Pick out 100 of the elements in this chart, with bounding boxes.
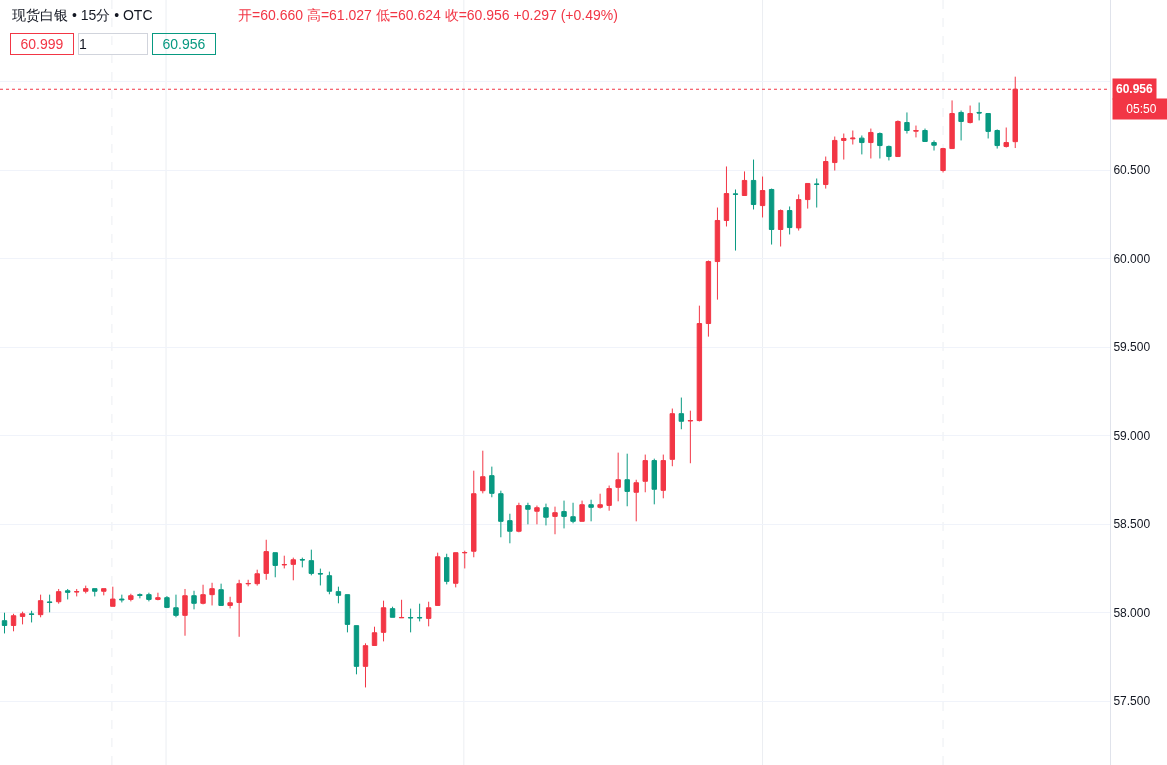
- candlestick: [498, 490, 504, 538]
- candlestick: [877, 131, 883, 159]
- candlestick: [209, 582, 215, 606]
- candlestick: [92, 588, 98, 597]
- candlestick: [525, 502, 531, 525]
- candlestick: [895, 119, 901, 158]
- candlestick: [227, 596, 233, 609]
- candlestick: [795, 193, 802, 232]
- candlestick: [155, 592, 161, 601]
- candlestick: [786, 205, 793, 235]
- candlestick: [687, 410, 694, 464]
- candlestick: [642, 454, 648, 493]
- candlestick: [985, 113, 991, 139]
- candlestick: [913, 125, 919, 138]
- candlestick: [850, 130, 856, 145]
- candlestick: [281, 555, 287, 569]
- candlestick: [434, 552, 441, 606]
- candlestick: [173, 594, 179, 618]
- candlestick: [940, 147, 946, 173]
- candlestick: [353, 625, 360, 675]
- candlestick: [10, 613, 17, 632]
- candlestick: [570, 502, 576, 524]
- candlestick: [750, 159, 757, 210]
- y-tick-label: 60.000: [1113, 251, 1151, 266]
- candlestick: [615, 452, 621, 502]
- candlestick: [146, 592, 152, 602]
- candlestick: [624, 453, 630, 507]
- candlestick: [245, 579, 251, 587]
- candlestick: [976, 102, 982, 121]
- candlestick: [669, 408, 676, 467]
- candlestick: [19, 611, 26, 625]
- candlestick: [362, 642, 369, 688]
- candlestick: [633, 479, 639, 522]
- candlestick: [55, 588, 62, 605]
- annotation: 60.956: [162, 36, 206, 52]
- candlestick: [299, 557, 306, 568]
- candlestick: [398, 599, 405, 619]
- candlestick: [741, 170, 748, 196]
- annotation: 60.999: [20, 36, 64, 52]
- candlestick: [597, 493, 603, 508]
- candlestick: [958, 110, 964, 141]
- candlestick: [110, 586, 116, 607]
- candlestick: [254, 569, 260, 587]
- candlestick: [380, 600, 387, 642]
- candlestick: [804, 182, 811, 210]
- text: 现货白银 • 15分 • OTC: [12, 7, 153, 23]
- candlestick: [534, 505, 540, 525]
- candlestick: [137, 592, 143, 599]
- candlestick: [814, 178, 820, 209]
- candlestick: [83, 585, 89, 594]
- candlestick: [841, 133, 847, 161]
- candlestick: [407, 608, 414, 633]
- candlestick: [290, 557, 296, 581]
- candlestick: [164, 595, 170, 609]
- candlestick: [552, 506, 558, 535]
- candlestick: [922, 128, 928, 142]
- candlestick: [832, 136, 838, 172]
- candlestick: [453, 552, 459, 588]
- candlestick: [46, 594, 53, 613]
- candlestick: [651, 458, 657, 505]
- candlestick: [317, 568, 324, 586]
- candlestick: [714, 207, 721, 301]
- candlestick: [236, 579, 242, 638]
- candlestick: [859, 134, 865, 155]
- candlestick: [678, 397, 685, 430]
- candlestick: [606, 485, 612, 512]
- candlestick: [777, 208, 784, 247]
- candlestick: [200, 584, 206, 605]
- candlestick: [218, 583, 224, 606]
- candlestick: [101, 588, 107, 596]
- candlestick: [1003, 127, 1009, 147]
- candlestick: [444, 553, 450, 585]
- candlestick: [759, 176, 766, 218]
- candlestick: [182, 588, 188, 637]
- candlestick: [931, 139, 937, 152]
- candlestick: [344, 594, 351, 633]
- candlestick: [886, 145, 892, 161]
- candlestick: [191, 590, 197, 610]
- candlestick: [660, 454, 666, 499]
- candlestick: [308, 549, 315, 576]
- candlestick: [471, 470, 477, 558]
- y-tick-label: 59.500: [1113, 340, 1151, 355]
- candlestick: [326, 571, 333, 595]
- candlestick: [732, 188, 739, 252]
- candlestick: [516, 502, 522, 533]
- annotation: 1: [79, 36, 87, 52]
- y-tick-label: 59.000: [1113, 428, 1151, 443]
- candlestick: [768, 188, 775, 246]
- candlestick: [480, 450, 486, 494]
- y-tick-label: 60.500: [1113, 163, 1151, 178]
- y-tick-label: 58.000: [1113, 605, 1151, 620]
- candlestick: [507, 513, 513, 544]
- text: 开=60.660 高=61.027 低=60.624 收=60.956 +0.297 (+0.49%): [238, 7, 618, 23]
- candlestick: [64, 588, 71, 600]
- candlestick: [588, 499, 594, 522]
- candlestick: [705, 259, 712, 338]
- candlestick: [579, 500, 585, 522]
- candlestick: [416, 603, 423, 622]
- ref-line-label: 60.956: [1116, 82, 1154, 96]
- candlestick: [263, 539, 269, 581]
